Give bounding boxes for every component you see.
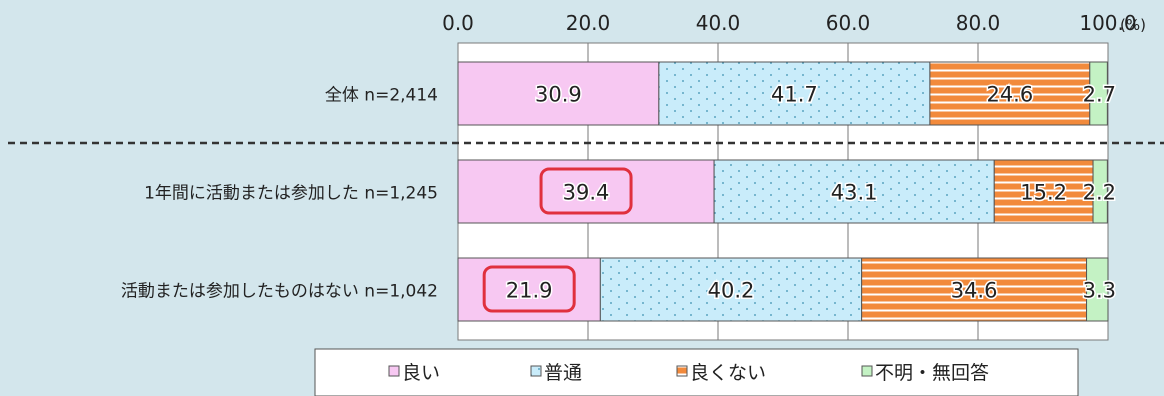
bar-segment-不明・無回答 [1086, 257, 1109, 322]
data-label: 15.2 [1020, 181, 1067, 205]
legend-label: 良くない [690, 362, 766, 384]
bar-segment-良くない [993, 159, 1094, 224]
data-label: 39.4 [563, 181, 610, 205]
legend-swatch [676, 365, 688, 377]
x-tick-label: 100.0 [1079, 11, 1136, 35]
data-label: 24.6 [986, 83, 1033, 107]
legend-swatch [530, 365, 542, 377]
legend [314, 348, 1079, 396]
category-label: 活動または参加したものはない n=1,042 [121, 282, 438, 302]
data-label: 3.3 [1083, 279, 1116, 303]
x-tick-label: 0.0 [442, 11, 474, 35]
data-label: 40.2 [708, 279, 755, 303]
highlight-box [539, 167, 633, 215]
bar-segment-普通 [658, 61, 931, 126]
category-label: 1年間に活動または参加した n=1,245 [144, 184, 438, 204]
bar-segment-不明・無回答 [1089, 61, 1108, 126]
data-label: 34.6 [951, 279, 998, 303]
data-label: 2.7 [1083, 83, 1116, 107]
x-tick-label: 60.0 [826, 11, 871, 35]
bar-segment-良くない [929, 61, 1091, 126]
bar-segment-不明・無回答 [1092, 159, 1108, 224]
x-tick-label: 80.0 [956, 11, 1001, 35]
data-label: 30.9 [535, 83, 582, 107]
unit-label: (%) [1120, 16, 1146, 34]
bar-segment-良くない [861, 257, 1088, 322]
bar-segment-普通 [599, 257, 863, 322]
data-label: 21.9 [506, 279, 553, 303]
legend-label: 普通 [544, 362, 582, 384]
legend-label: 不明・無回答 [875, 362, 989, 384]
highlight-box [482, 265, 576, 313]
bar-segment-良い [457, 61, 660, 126]
x-tick-label: 20.0 [566, 11, 611, 35]
legend-label: 良い [402, 362, 440, 384]
data-label: 2.2 [1083, 181, 1116, 205]
legend-swatch [861, 365, 873, 377]
category-label: 全体 n=2,414 [325, 86, 438, 106]
bar-segment-普通 [713, 159, 995, 224]
data-label: 43.1 [831, 181, 878, 205]
legend-swatch [388, 365, 400, 377]
data-label: 41.7 [771, 83, 818, 107]
x-tick-label: 40.0 [696, 11, 741, 35]
